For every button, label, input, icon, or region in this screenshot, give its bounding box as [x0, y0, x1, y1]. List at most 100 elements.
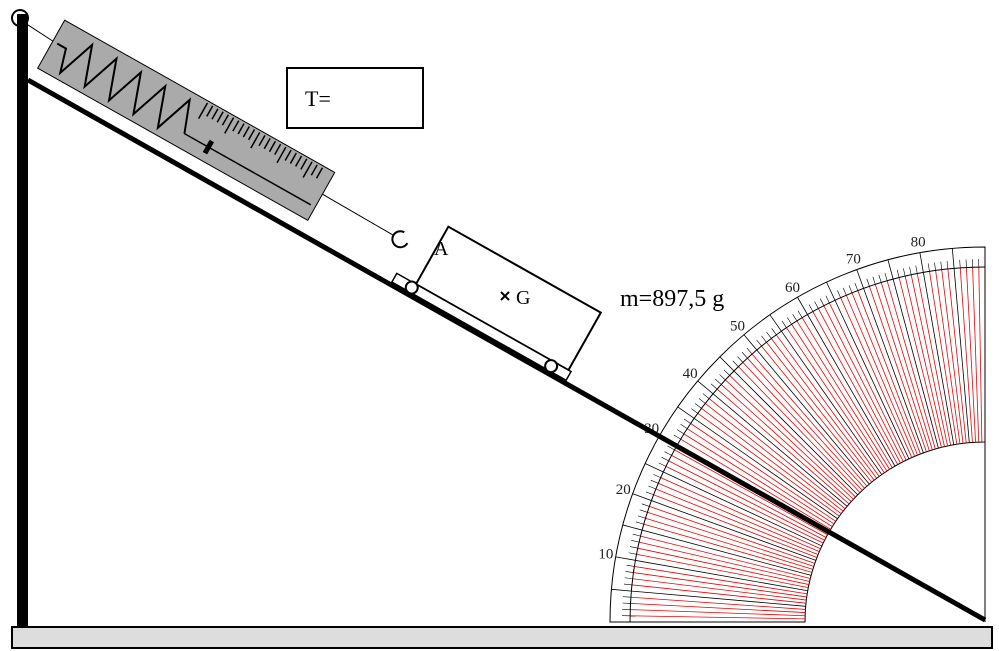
ring-tick — [683, 418, 691, 424]
minor-tick — [674, 449, 828, 536]
ring-tick — [866, 278, 870, 287]
ring-tick — [622, 596, 631, 598]
wheel — [404, 280, 419, 295]
major-tick — [719, 356, 859, 496]
minor-tick — [687, 428, 835, 525]
minor-tick — [634, 566, 808, 595]
minor-tick — [776, 334, 880, 477]
minor-tick — [935, 270, 961, 444]
string — [25, 23, 54, 42]
ring-tick — [896, 269, 900, 278]
minor-tick — [716, 388, 850, 505]
graduation — [268, 140, 277, 153]
ring-tick — [756, 339, 762, 347]
spring-scale — [11, 9, 409, 249]
minor-tick — [665, 466, 824, 544]
minor-tick — [812, 311, 899, 465]
ring-tick — [746, 347, 753, 355]
minor-tick — [639, 541, 810, 582]
ring-tick — [741, 352, 748, 359]
major-tick — [615, 556, 808, 592]
minor-tick — [631, 584, 807, 604]
minor-tick — [886, 280, 936, 450]
ring-tick — [787, 317, 792, 325]
angle-label: 80 — [911, 234, 926, 250]
graduations — [197, 102, 324, 179]
ring-tick — [808, 304, 814, 312]
angle-label: 60 — [785, 280, 800, 296]
minor-tick — [751, 353, 868, 487]
ring-tick — [940, 261, 943, 270]
ring-tick — [658, 462, 667, 467]
minor-tick — [668, 460, 825, 541]
ring-tick — [872, 276, 876, 285]
minor-tick — [829, 302, 907, 461]
minor-tick — [742, 362, 863, 491]
graduation — [242, 126, 250, 138]
minor-tick — [645, 517, 813, 570]
major-tick — [826, 281, 910, 460]
spring — [56, 42, 192, 134]
ring-tick — [842, 287, 847, 296]
ring-tick — [646, 491, 654, 496]
major-tick — [697, 380, 848, 507]
graduation — [294, 155, 303, 167]
minor-tick — [851, 292, 918, 456]
ring-tick — [653, 474, 661, 478]
major-tick — [951, 248, 970, 443]
hook — [391, 230, 409, 249]
major-tick — [769, 314, 883, 475]
minor-tick — [708, 398, 846, 510]
minor-tick — [857, 290, 921, 455]
minor-tick — [840, 297, 913, 458]
minor-tick — [705, 403, 844, 512]
ring-tick — [694, 403, 702, 409]
ring-tick — [719, 374, 726, 381]
wheel — [544, 359, 559, 374]
major-tick — [632, 493, 816, 561]
ring-tick — [635, 521, 644, 525]
ring-tick — [792, 313, 798, 322]
ring-tick — [837, 290, 841, 298]
scale-ring — [629, 266, 986, 623]
minor-tick — [747, 357, 865, 489]
minor-tick — [880, 282, 933, 450]
minor-tick — [643, 523, 813, 573]
minor-tick — [874, 284, 930, 451]
ring-tick — [884, 272, 888, 281]
indicator — [202, 139, 214, 155]
center-label: G — [516, 287, 530, 309]
platform — [390, 272, 573, 382]
minor-tick — [729, 375, 856, 498]
ring-tick — [710, 383, 718, 390]
ring-tick — [698, 398, 706, 404]
major-tick — [797, 297, 896, 467]
ring-tick — [650, 479, 659, 484]
ring-tick — [691, 408, 698, 414]
ring-tick — [848, 285, 853, 293]
angle-label: 40 — [683, 366, 698, 382]
minor-tick — [680, 438, 831, 530]
ring-tick — [641, 503, 650, 507]
ring-tick — [761, 335, 767, 343]
ring-tick — [737, 356, 744, 363]
minor-tick — [801, 317, 893, 468]
major-tick — [743, 334, 870, 485]
minor-tick — [916, 273, 952, 446]
minor-tick — [947, 268, 967, 444]
major-tick — [677, 406, 838, 520]
ring-tick — [715, 378, 722, 385]
angle-label: 50 — [730, 319, 745, 335]
angle-label: 10 — [598, 547, 613, 563]
ring-tick — [825, 295, 830, 304]
major-tick — [919, 252, 955, 445]
minor-tick — [845, 295, 916, 457]
ring-tick — [661, 456, 669, 462]
ring-tick — [771, 328, 777, 335]
string — [322, 193, 394, 236]
graduation — [211, 108, 219, 120]
minor-tick — [761, 345, 873, 483]
minor-tick — [786, 327, 885, 473]
ring-tick — [909, 266, 912, 275]
